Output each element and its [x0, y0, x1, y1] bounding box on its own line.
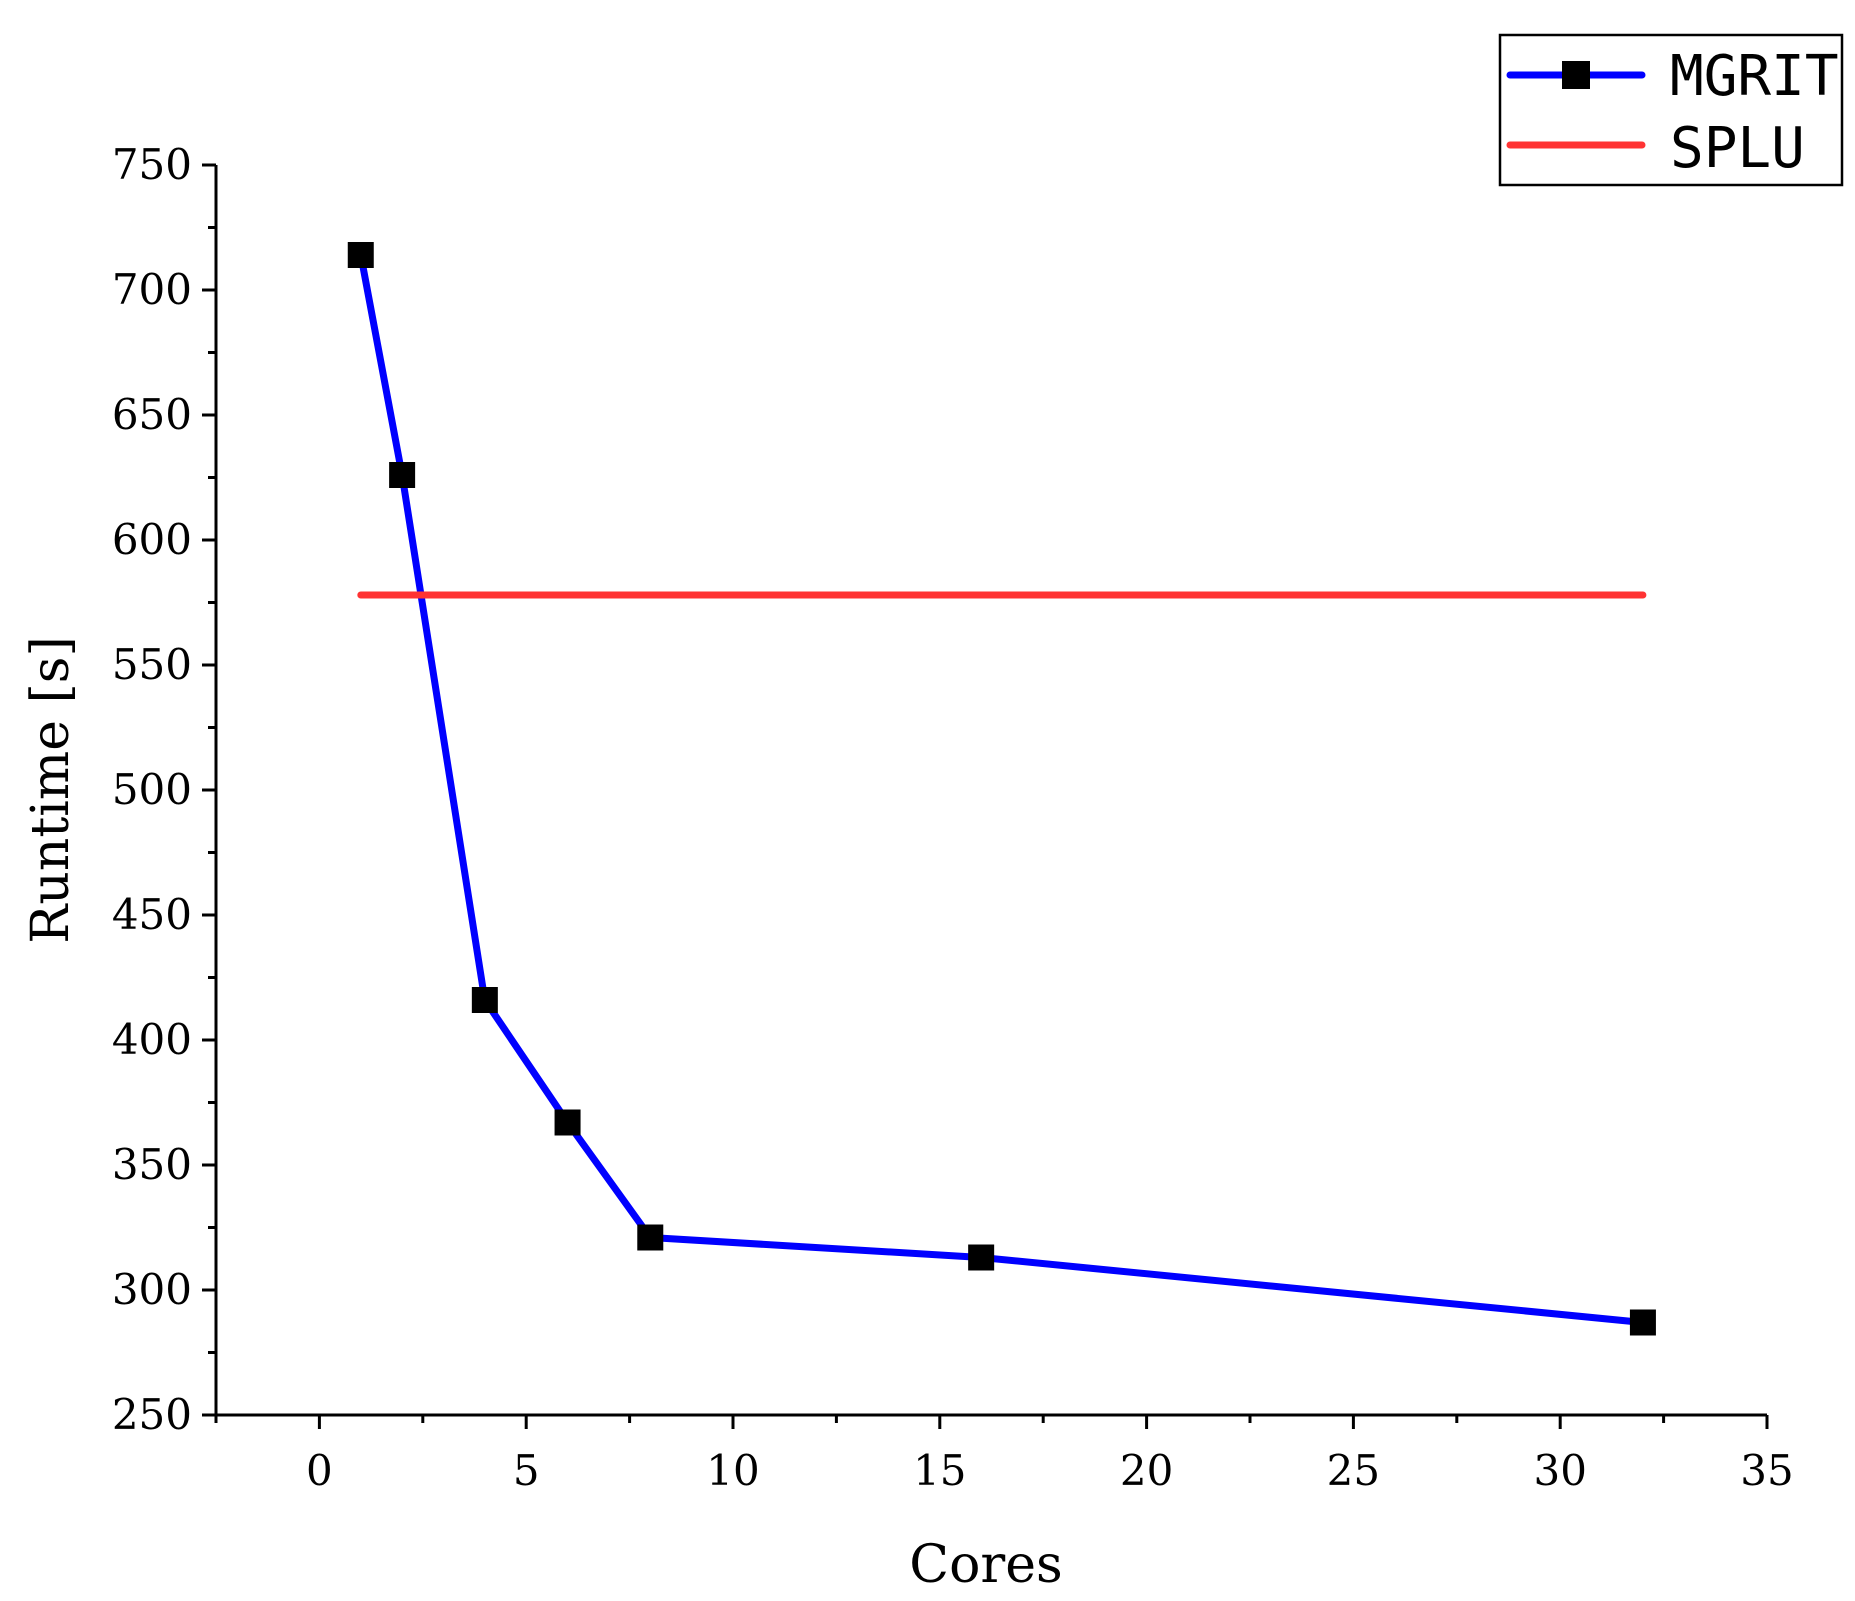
y-tick-label: 550: [112, 640, 192, 689]
legend-label-mgrit: MGRIT: [1670, 44, 1839, 109]
y-axis-title: Runtime [s]: [21, 636, 81, 944]
legend-label-splu: SPLU: [1670, 116, 1805, 181]
plot-area: [347, 242, 1656, 1336]
y-tick-label: 750: [112, 140, 192, 189]
axes: 250 300 350 400 450 500 550 600 650 700 750 0 5 10 15 2…: [112, 140, 1794, 1495]
data-point-mgrit: [637, 1224, 664, 1251]
y-tick-label: 600: [112, 515, 192, 564]
legend-marker-mgrit: [1562, 61, 1590, 89]
x-tick-label: 15: [913, 1446, 966, 1495]
data-point-mgrit: [347, 242, 374, 268]
x-tick-label: 0: [306, 1446, 333, 1495]
series-line-mgrit: [357, 251, 1647, 1326]
y-tick-label: 250: [112, 1390, 192, 1439]
y-tick-label: 500: [112, 765, 192, 814]
y-tick-label: 450: [112, 890, 192, 939]
data-point-mgrit: [471, 987, 498, 1013]
x-tick-label: 35: [1740, 1446, 1793, 1495]
y-tick-label: 300: [112, 1265, 192, 1314]
x-tick-label: 20: [1120, 1446, 1173, 1495]
x-tick-label: 25: [1327, 1446, 1380, 1495]
y-tick-label: 650: [112, 390, 192, 439]
data-point-mgrit: [1629, 1309, 1656, 1336]
x-axis-title: Cores: [909, 1535, 1062, 1595]
data-point-mgrit: [389, 462, 416, 488]
data-point-mgrit: [968, 1244, 995, 1271]
y-tick-label: 350: [112, 1140, 192, 1189]
y-tick-label: 700: [112, 265, 192, 314]
legend: MGRIT SPLU: [1498, 33, 1844, 187]
data-point-mgrit: [554, 1109, 581, 1136]
y-tick-label: 400: [112, 1015, 192, 1064]
x-tick-label: 5: [513, 1446, 540, 1495]
x-tick-label: 10: [706, 1446, 759, 1495]
legend-box: [1498, 33, 1844, 187]
x-tick-label: 30: [1533, 1446, 1586, 1495]
